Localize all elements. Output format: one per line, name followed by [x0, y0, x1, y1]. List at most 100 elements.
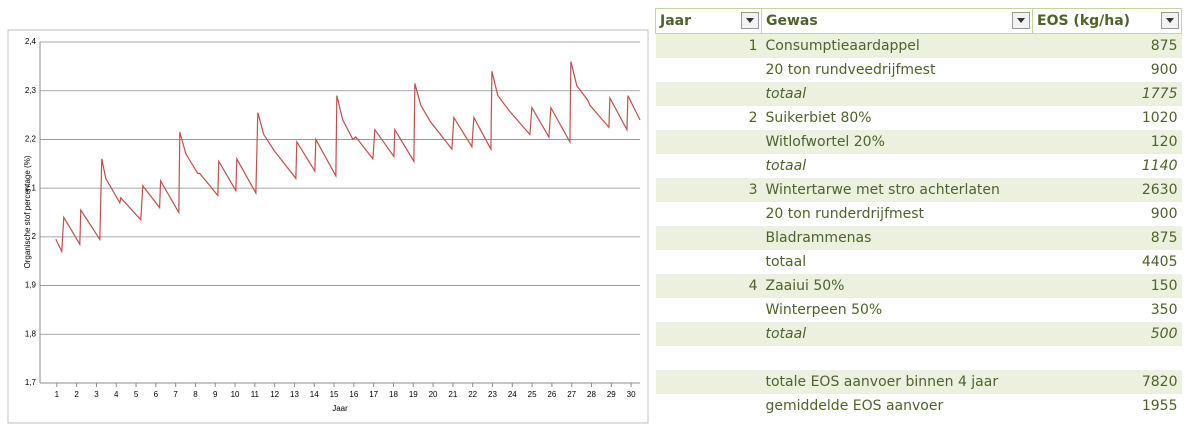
cell-jaar: [656, 394, 762, 418]
table-row: 1 Consumptieaardappel 875: [655, 33, 1182, 58]
x-tick-label: 20: [429, 390, 438, 399]
cell-eos: 875: [1150, 230, 1178, 246]
y-tick-label: 1,9: [25, 281, 37, 290]
x-axis-title: Jaar: [332, 404, 348, 413]
y-tick-label: 2,2: [25, 135, 37, 144]
cell-jaar: [656, 130, 762, 154]
filter-button[interactable]: [741, 12, 759, 29]
cell-jaar: [656, 58, 762, 82]
table-row: 20 ton rundveedrijfmest 900: [656, 58, 1182, 82]
cell-gewas: [762, 346, 1033, 370]
header-text: Jaar: [660, 13, 692, 29]
x-tick-label: 1: [55, 390, 60, 399]
header-text: EOS (kg/ha): [1037, 13, 1131, 29]
cell-jaar: 1: [748, 38, 758, 54]
cell-eos: 1955: [1141, 398, 1178, 414]
x-tick-label: 19: [409, 390, 418, 399]
cell-eos: 500: [1150, 326, 1178, 342]
x-tick-label: 9: [213, 390, 218, 399]
y-tick-label: 2: [32, 232, 37, 241]
cell-eos: 150: [1150, 278, 1178, 294]
x-tick-label: 8: [193, 390, 198, 399]
x-tick-label: 13: [290, 390, 299, 399]
table-row: Witlofwortel 20% 120: [655, 130, 1182, 154]
y-tick-label: 1,8: [25, 329, 37, 338]
x-tick-label: 22: [468, 390, 477, 399]
x-tick-label: 14: [310, 390, 319, 399]
x-tick-label: 10: [231, 390, 240, 399]
table-row: totaal 500: [655, 322, 1182, 346]
cell-jaar: [656, 322, 762, 346]
header-cell: Gewas: [761, 8, 1033, 34]
cell-jaar: [656, 154, 762, 178]
cell-eos: 1020: [1141, 110, 1178, 126]
cell-eos: 900: [1150, 206, 1178, 222]
table-row: 4 Zaaiui 50% 150: [655, 274, 1182, 298]
x-tick-label: 23: [488, 390, 497, 399]
table-row: gemiddelde EOS aanvoer 1955: [656, 394, 1182, 418]
x-tick-label: 17: [369, 390, 378, 399]
x-tick-label: 5: [134, 390, 139, 399]
header-row: Jaar Gewas EOS (kg/ha): [655, 8, 1182, 34]
cell-eos: 4405: [1141, 254, 1178, 270]
cell-jaar: 3: [748, 182, 758, 198]
cell-gewas: Consumptieaardappel: [765, 38, 920, 54]
data-line: [55, 61, 641, 254]
data-table: Jaar Gewas EOS (kg/ha) 1 Consumptieaardap…: [655, 8, 1182, 418]
x-tick-label: 11: [251, 390, 260, 399]
cell-jaar: [656, 226, 762, 250]
x-tick-label: 29: [607, 390, 616, 399]
table-row: Bladrammenas 875: [655, 226, 1182, 250]
y-axis-title: Organische stof percentage (%): [23, 155, 32, 268]
header-text: Gewas: [766, 13, 818, 29]
x-tick-label: 6: [154, 390, 159, 399]
cell-gewas: Bladrammenas: [765, 230, 872, 246]
cell-gewas: Suikerbiet 80%: [765, 110, 872, 126]
cell-gewas: totale EOS aanvoer binnen 4 jaar: [765, 374, 999, 390]
x-tick-label: 12: [270, 390, 279, 399]
cell-eos: [1033, 346, 1182, 370]
cell-gewas: 20 ton runderdrijfmest: [765, 206, 925, 222]
table-row: Winterpeen 50% 350: [656, 298, 1182, 322]
x-tick-label: 21: [448, 390, 457, 399]
x-tick-label: 3: [94, 390, 99, 399]
table-row: [656, 346, 1182, 370]
cell-jaar: 2: [748, 110, 758, 126]
x-tick-label: 28: [587, 390, 596, 399]
cell-gewas: gemiddelde EOS aanvoer: [765, 398, 944, 414]
cell-gewas: totaal: [765, 86, 807, 102]
x-tick-label: 4: [114, 390, 119, 399]
x-tick-label: 24: [508, 390, 517, 399]
cell-gewas: totaal: [765, 254, 807, 270]
cell-jaar: [656, 346, 762, 370]
cell-gewas: totaal: [765, 158, 807, 174]
header-cell: Jaar: [655, 8, 762, 34]
cell-eos: 120: [1150, 134, 1178, 150]
cell-gewas: Wintertarwe met stro achterlaten: [765, 182, 1000, 198]
table-row: totaal 1775: [655, 82, 1182, 106]
cell-gewas: Winterpeen 50%: [765, 302, 883, 318]
x-tick-label: 18: [389, 390, 398, 399]
x-tick-label: 2: [74, 390, 79, 399]
cell-eos: 875: [1150, 38, 1178, 54]
x-tick-label: 26: [547, 390, 556, 399]
table-row: totaal 1140: [656, 154, 1182, 178]
y-tick-label: 1,7: [25, 378, 37, 387]
cell-eos: 2630: [1141, 182, 1178, 198]
cell-jaar: [656, 250, 762, 274]
cell-gewas: Zaaiui 50%: [765, 278, 845, 294]
table-row: totaal 4405: [656, 250, 1182, 274]
cell-jaar: [656, 202, 762, 226]
filter-button[interactable]: [1161, 12, 1179, 29]
cell-jaar: [656, 370, 762, 394]
y-tick-label: 2,3: [25, 86, 37, 95]
chart-frame: [7, 29, 649, 424]
cell-gewas: Witlofwortel 20%: [765, 134, 885, 150]
x-tick-label: 7: [173, 390, 178, 399]
x-tick-label: 16: [349, 390, 358, 399]
cell-eos: 7820: [1141, 374, 1178, 390]
cell-eos: 900: [1150, 62, 1178, 78]
cell-jaar: [656, 82, 762, 106]
filter-button[interactable]: [1012, 12, 1030, 29]
